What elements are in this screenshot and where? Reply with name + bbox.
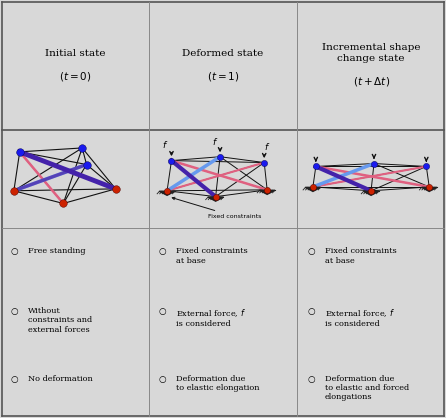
Polygon shape bbox=[260, 190, 275, 194]
Text: External force, $f$
is considered: External force, $f$ is considered bbox=[176, 307, 246, 328]
Polygon shape bbox=[421, 187, 437, 191]
Polygon shape bbox=[363, 191, 379, 195]
Polygon shape bbox=[159, 191, 175, 195]
Text: ○: ○ bbox=[158, 307, 166, 316]
Text: Fixed constraints: Fixed constraints bbox=[172, 197, 262, 219]
Text: Deformed state

$(t = 1)$: Deformed state $(t = 1)$ bbox=[182, 48, 264, 83]
Text: $f$: $f$ bbox=[162, 140, 168, 150]
Text: ○: ○ bbox=[158, 247, 166, 256]
Text: $f$: $f$ bbox=[212, 135, 218, 147]
Text: ○: ○ bbox=[158, 375, 166, 384]
Polygon shape bbox=[208, 197, 223, 201]
Text: Deformation due
to elastic and forced
elongations: Deformation due to elastic and forced el… bbox=[325, 375, 409, 401]
Text: ○: ○ bbox=[11, 307, 18, 316]
Text: Fixed constraints
at base: Fixed constraints at base bbox=[325, 247, 396, 265]
Text: ○: ○ bbox=[11, 375, 18, 384]
Text: Free standing: Free standing bbox=[29, 247, 86, 255]
Text: Initial state

$(t = 0)$: Initial state $(t = 0)$ bbox=[45, 48, 105, 83]
Text: Incremental shape
change state

$(t + \Delta t)$: Incremental shape change state $(t + \De… bbox=[322, 43, 420, 88]
Text: External force, $f$
is considered: External force, $f$ is considered bbox=[325, 307, 394, 328]
Text: No deformation: No deformation bbox=[29, 375, 93, 383]
Text: ○: ○ bbox=[11, 247, 18, 256]
Text: ○: ○ bbox=[307, 307, 314, 316]
Text: Deformation due
to elastic elongation: Deformation due to elastic elongation bbox=[176, 375, 260, 392]
Text: ○: ○ bbox=[307, 247, 314, 256]
Text: ○: ○ bbox=[307, 375, 314, 384]
Polygon shape bbox=[306, 187, 321, 191]
Text: Without
constraints and
external forces: Without constraints and external forces bbox=[29, 307, 92, 334]
Text: Fixed constraints
at base: Fixed constraints at base bbox=[176, 247, 248, 265]
Text: $f$: $f$ bbox=[264, 141, 270, 153]
